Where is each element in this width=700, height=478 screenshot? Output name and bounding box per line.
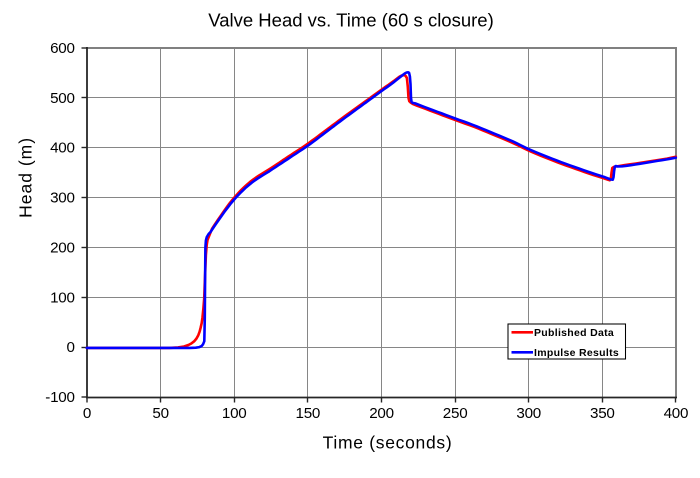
svg-text:0: 0 [66,339,74,356]
svg-text:Head (m): Head (m) [16,137,36,218]
svg-text:200: 200 [50,239,75,256]
svg-text:50: 50 [152,405,168,422]
svg-text:0: 0 [83,405,91,422]
svg-text:400: 400 [50,140,75,157]
svg-text:Valve Head vs. Time (60 s clos: Valve Head vs. Time (60 s closure) [208,9,494,30]
svg-text:150: 150 [296,405,321,422]
svg-text:300: 300 [50,190,75,207]
svg-text:-100: -100 [45,389,74,406]
svg-text:Published Data: Published Data [534,327,614,339]
svg-text:100: 100 [50,289,75,306]
svg-text:Time (seconds): Time (seconds) [323,433,453,453]
svg-text:200: 200 [369,405,394,422]
svg-text:350: 350 [590,405,615,422]
svg-text:250: 250 [443,405,468,422]
svg-text:600: 600 [50,40,75,57]
svg-text:300: 300 [516,405,541,422]
svg-text:400: 400 [664,405,689,422]
svg-text:100: 100 [222,405,247,422]
svg-text:Impulse Results: Impulse Results [534,347,619,359]
svg-text:500: 500 [50,90,75,107]
